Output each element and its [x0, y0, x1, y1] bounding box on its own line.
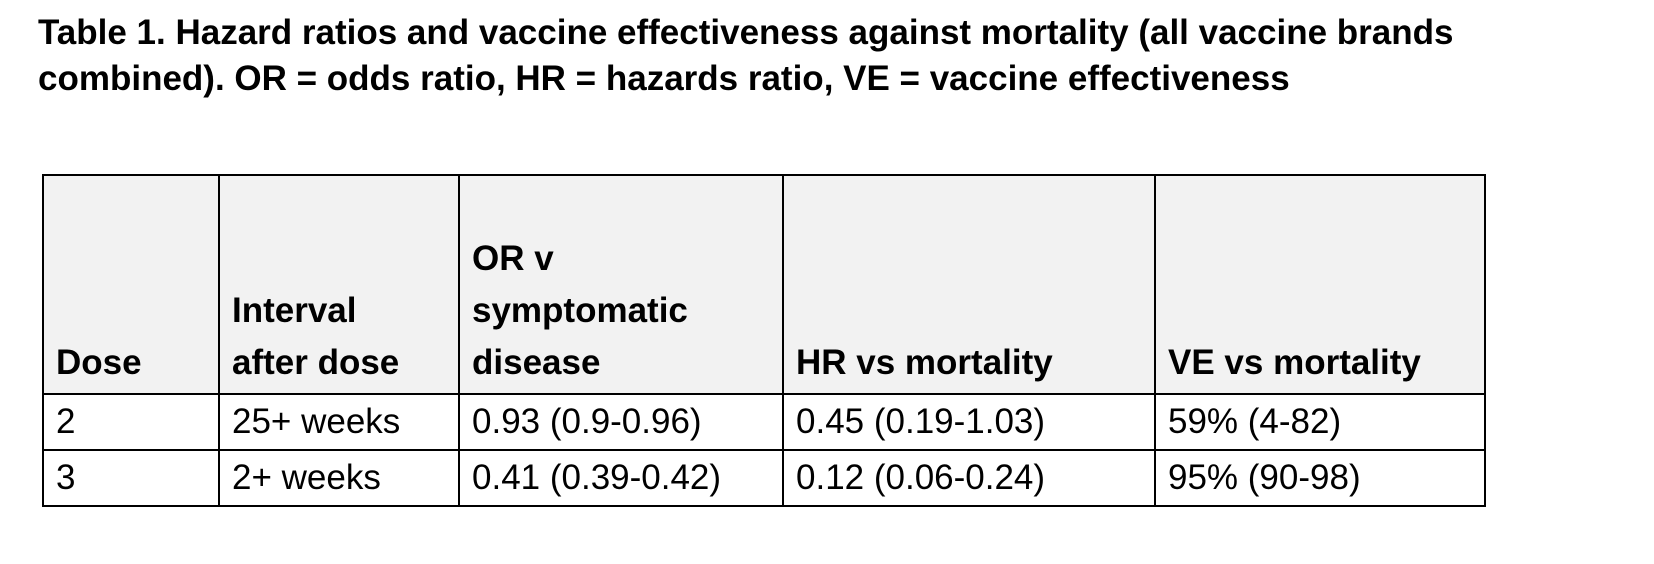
table-caption: Table 1. Hazard ratios and vaccine effec…	[38, 13, 1454, 98]
column-header-hr-vs-mortality: HR vs mortality	[782, 174, 1156, 395]
cell-interval-after-dose: 2+ weeks	[218, 449, 460, 507]
cell-or-symptomatic: 0.41 (0.39-0.42)	[458, 449, 784, 507]
cell-hr-mortality: 0.45 (0.19-1.03)	[782, 393, 1156, 451]
cell-interval-after-dose: 25+ weeks	[218, 393, 460, 451]
cell-hr-mortality: 0.12 (0.06-0.24)	[782, 449, 1156, 507]
table-row: 3 2+ weeks 0.41 (0.39-0.42) 0.12 (0.06-0…	[42, 449, 1486, 507]
table-row: 2 25+ weeks 0.93 (0.9-0.96) 0.45 (0.19-1…	[42, 393, 1486, 451]
column-header-ve-vs-mortality: VE vs mortality	[1154, 174, 1486, 395]
cell-dose: 2	[42, 393, 220, 451]
cell-or-symptomatic: 0.93 (0.9-0.96)	[458, 393, 784, 451]
cell-dose: 3	[42, 449, 220, 507]
column-header-interval-after-dose: Interval after dose	[218, 174, 460, 395]
column-header-or-v-symptomatic-disease: OR v symptomatic disease	[458, 174, 784, 395]
table-header-row: Dose Interval after dose OR v symptomati…	[42, 174, 1486, 395]
cell-ve-mortality: 95% (90-98)	[1154, 449, 1486, 507]
hazard-ratio-table: Dose Interval after dose OR v symptomati…	[42, 174, 1486, 507]
cell-ve-mortality: 59% (4-82)	[1154, 393, 1486, 451]
column-header-dose: Dose	[42, 174, 220, 395]
